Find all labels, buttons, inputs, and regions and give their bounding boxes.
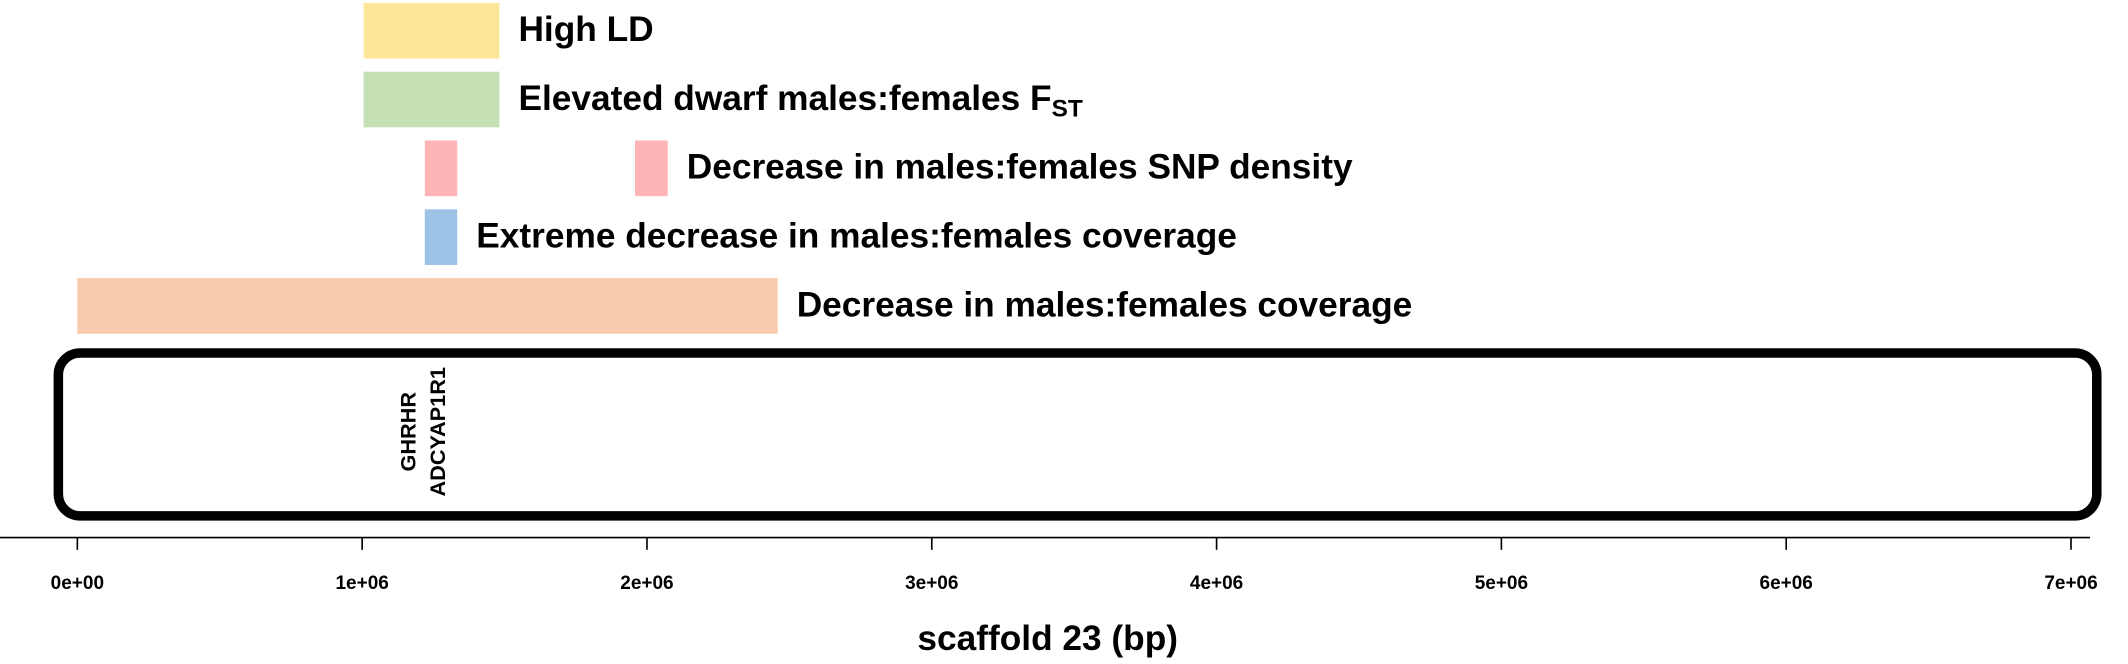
track-interval xyxy=(424,140,458,197)
x-tick-label: 2e+06 xyxy=(620,573,673,594)
x-tick-label: 5e+06 xyxy=(1475,573,1528,594)
track-label-text: Decrease in males:females coverage xyxy=(797,286,1413,325)
track-label: Decrease in males:females coverage xyxy=(797,286,1413,325)
track-label: Decrease in males:females SNP density xyxy=(687,148,1353,187)
track-label-text: Extreme decrease in males:females covera… xyxy=(476,217,1237,256)
track-label-subscript: ST xyxy=(1052,96,1083,123)
x-tick-label: 0e+00 xyxy=(51,573,104,594)
x-tick-label: 6e+06 xyxy=(1760,573,1813,594)
track-label: High LD xyxy=(518,10,653,49)
x-tick-label: 3e+06 xyxy=(905,573,958,594)
track-label-text: Decrease in males:females SNP density xyxy=(687,148,1353,187)
x-axis-title: scaffold 23 (bp) xyxy=(917,619,1178,658)
track-label: Extreme decrease in males:females covera… xyxy=(476,217,1237,256)
x-tick-label: 1e+06 xyxy=(335,573,388,594)
track-label-text: Elevated dwarf males:females F xyxy=(518,79,1051,118)
x-tick-label: 4e+06 xyxy=(1190,573,1243,594)
track-interval xyxy=(363,71,500,128)
gene-label: GHRHR xyxy=(395,392,420,472)
gene-label: ADCYAP1R1 xyxy=(425,367,450,496)
track-label-text: High LD xyxy=(518,10,653,49)
track-interval xyxy=(635,140,668,197)
track-interval xyxy=(363,2,500,59)
scaffold-box xyxy=(53,348,2102,521)
track-label: Elevated dwarf males:females FST xyxy=(518,79,1082,123)
track-interval xyxy=(77,278,778,334)
track-interval xyxy=(424,209,458,265)
x-tick-label: 7e+06 xyxy=(2044,573,2097,594)
